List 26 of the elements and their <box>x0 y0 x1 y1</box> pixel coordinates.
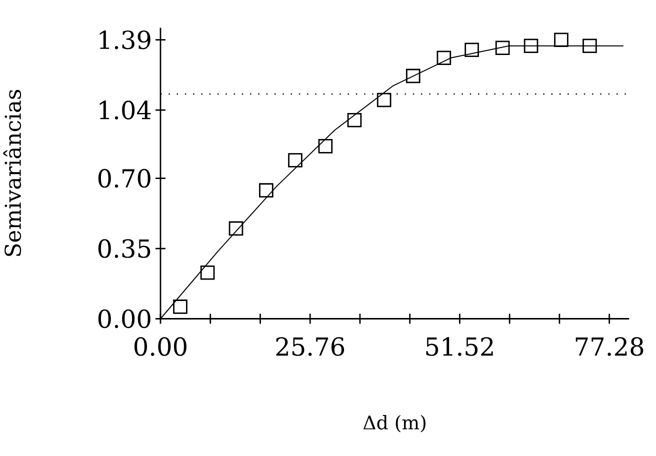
point <box>318 139 333 154</box>
x-tick-label: 0.00 <box>134 337 186 356</box>
y-tick-label: 0.70 <box>98 169 150 188</box>
point <box>464 42 479 58</box>
y-tick-label: 0.35 <box>98 239 150 258</box>
point <box>259 183 274 198</box>
y-tick-label: 1.04 <box>100 100 151 120</box>
x-tick-label: 25.76 <box>276 337 344 356</box>
x-tick-label: 77.28 <box>576 337 644 356</box>
point <box>228 221 244 236</box>
point <box>288 153 302 168</box>
point <box>347 113 362 128</box>
point <box>582 38 597 54</box>
point <box>495 40 510 56</box>
x-axis-title: Δd (m) <box>363 415 426 432</box>
y-tick-label: 0.00 <box>98 309 150 328</box>
point <box>436 50 452 66</box>
x-tick-label: 51.52 <box>426 337 493 356</box>
point <box>524 38 538 54</box>
y-tick-label: 1.39 <box>100 30 150 50</box>
point <box>376 92 392 108</box>
point <box>406 68 420 84</box>
y-axis-title: Semivariâncias <box>3 90 22 256</box>
point <box>200 266 215 280</box>
point <box>173 300 188 314</box>
point <box>554 32 568 48</box>
